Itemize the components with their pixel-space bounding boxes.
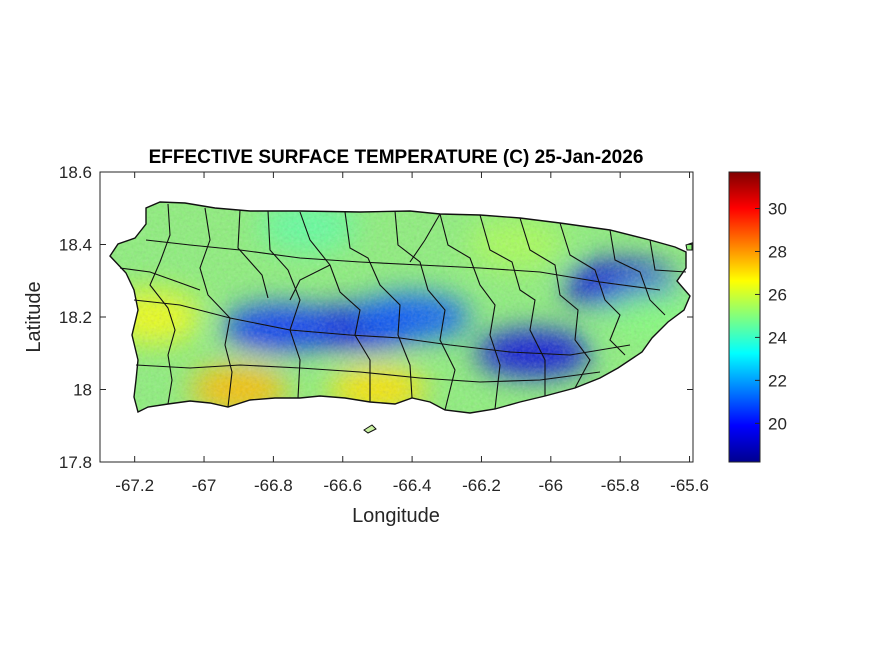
- x-tick-label: -66.4: [393, 476, 432, 495]
- x-tick-label: -67.2: [115, 476, 154, 495]
- colorbar-tick-label: 26: [768, 285, 787, 304]
- colorbar-tick-label: 28: [768, 242, 787, 261]
- municipality-boundaries: [119, 203, 687, 411]
- x-tick-label: -66: [539, 476, 564, 495]
- x-axis: -67.2 -67 -66.8 -66.6 -66.4 -66.2 -66 -65.8 -65.…: [115, 172, 709, 495]
- colorbar-ticks: 20 22 24 26 28 30: [755, 200, 787, 433]
- y-axis: 17.8 18 18.2 18.4 18.6: [59, 163, 693, 472]
- y-tick-label: 18: [73, 381, 92, 400]
- x-tick-label: -66.2: [462, 476, 501, 495]
- colorbar-tick-label: 24: [768, 328, 787, 347]
- offshore-islet: [363, 424, 377, 434]
- x-tick-label: -65.8: [601, 476, 640, 495]
- x-tick-label: -65.6: [670, 476, 709, 495]
- x-tick-label: -67: [192, 476, 217, 495]
- x-tick-label: -66.8: [254, 476, 293, 495]
- x-tick-label: -66.6: [323, 476, 362, 495]
- colorbar-tick-label: 30: [768, 200, 787, 219]
- colorbar-tick-label: 20: [768, 414, 787, 433]
- y-axis-label: Latitude: [23, 281, 45, 352]
- y-tick-label: 17.8: [59, 453, 92, 472]
- y-tick-label: 18.6: [59, 163, 92, 182]
- y-tick-label: 18.2: [59, 308, 92, 327]
- x-axis-label: Longitude: [352, 505, 440, 527]
- y-tick-label: 18.4: [59, 236, 92, 255]
- colorbar: [728, 171, 761, 463]
- chart-title: EFFECTIVE SURFACE TEMPERATURE (C) 25-Jan…: [149, 147, 644, 168]
- colorbar-tick-label: 22: [768, 371, 787, 390]
